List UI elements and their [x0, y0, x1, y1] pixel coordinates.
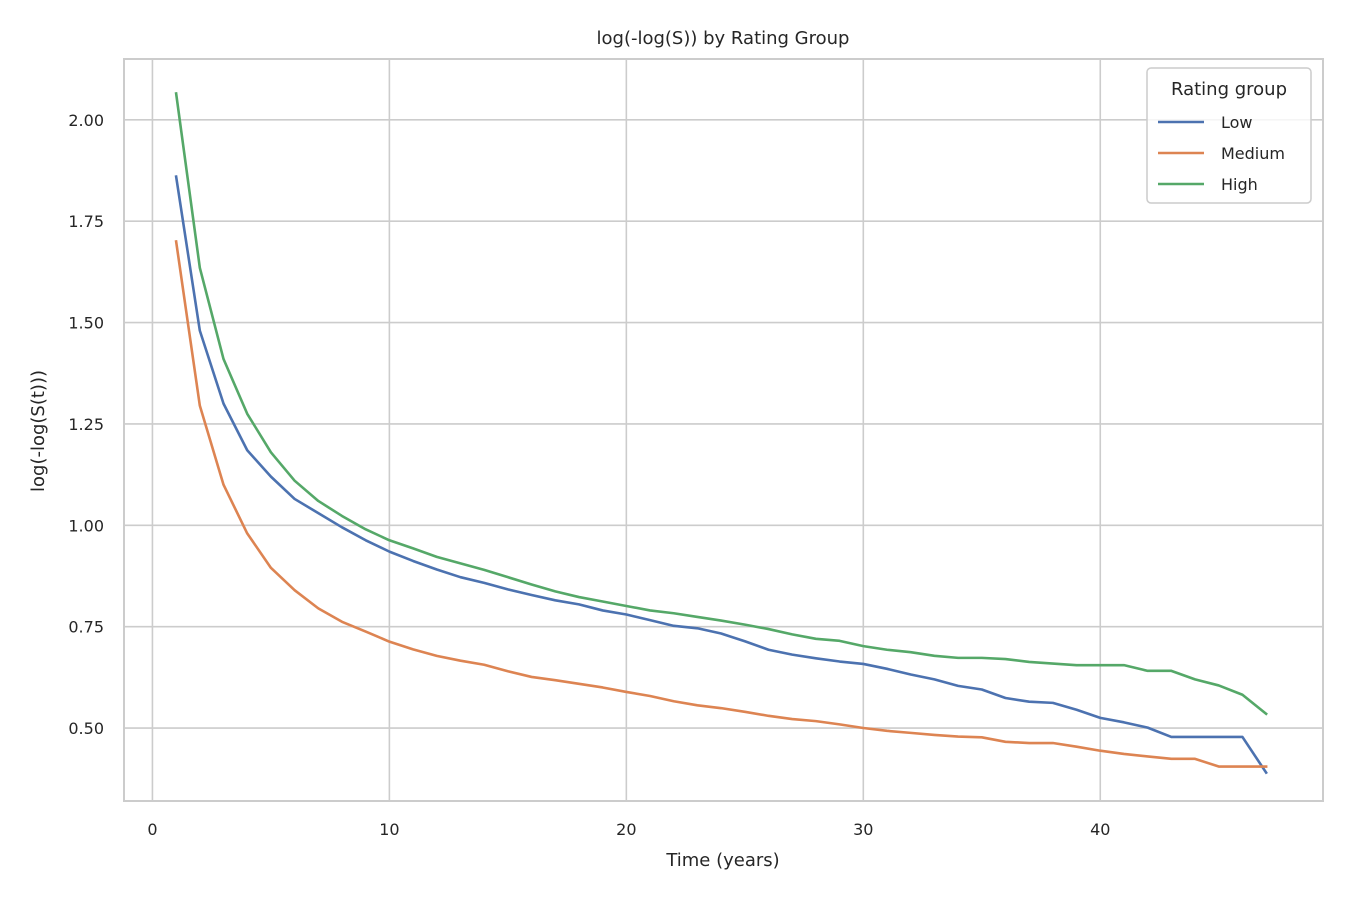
y-tick-label: 1.75: [68, 212, 104, 231]
legend-box: [1146, 67, 1312, 204]
y-tick-label: 1.50: [68, 314, 104, 333]
y-tick-label: 0.50: [68, 719, 104, 738]
x-tick-label: 20: [616, 820, 636, 839]
tick-labels: 0 10 20 30 40 0.50 0.75 1.00 1.25 1.50 1.75 2.00: [68, 111, 1110, 839]
plot-frame: [123, 58, 1324, 802]
legend-label-high: High: [1221, 175, 1258, 194]
x-axis-title: Time (years): [665, 850, 779, 871]
y-tick-label: 1.00: [68, 516, 104, 535]
series-line-high: [174, 91, 1268, 716]
y-tick-label: 2.00: [68, 111, 104, 130]
chart-title: log(-log(S)) by Rating Group: [597, 28, 850, 49]
series-line-medium: [174, 239, 1268, 768]
x-tick-label: 30: [853, 820, 873, 839]
series-lines: [174, 91, 1268, 775]
y-tick-label: 0.75: [68, 618, 104, 637]
legend-title: Rating group: [1171, 79, 1287, 100]
grid: [124, 59, 1323, 801]
legend: Rating group Low Medium High: [1146, 67, 1312, 204]
x-tick-label: 10: [379, 820, 399, 839]
y-axis-title: log(-log(S(t))): [28, 370, 49, 492]
series-line-low: [174, 175, 1268, 775]
legend-label-medium: Medium: [1221, 144, 1285, 163]
x-tick-label: 40: [1090, 820, 1110, 839]
legend-items: Low Medium High: [1158, 113, 1285, 194]
legend-label-low: Low: [1221, 113, 1253, 132]
y-tick-label: 1.25: [68, 415, 104, 434]
x-tick-label: 0: [147, 820, 157, 839]
